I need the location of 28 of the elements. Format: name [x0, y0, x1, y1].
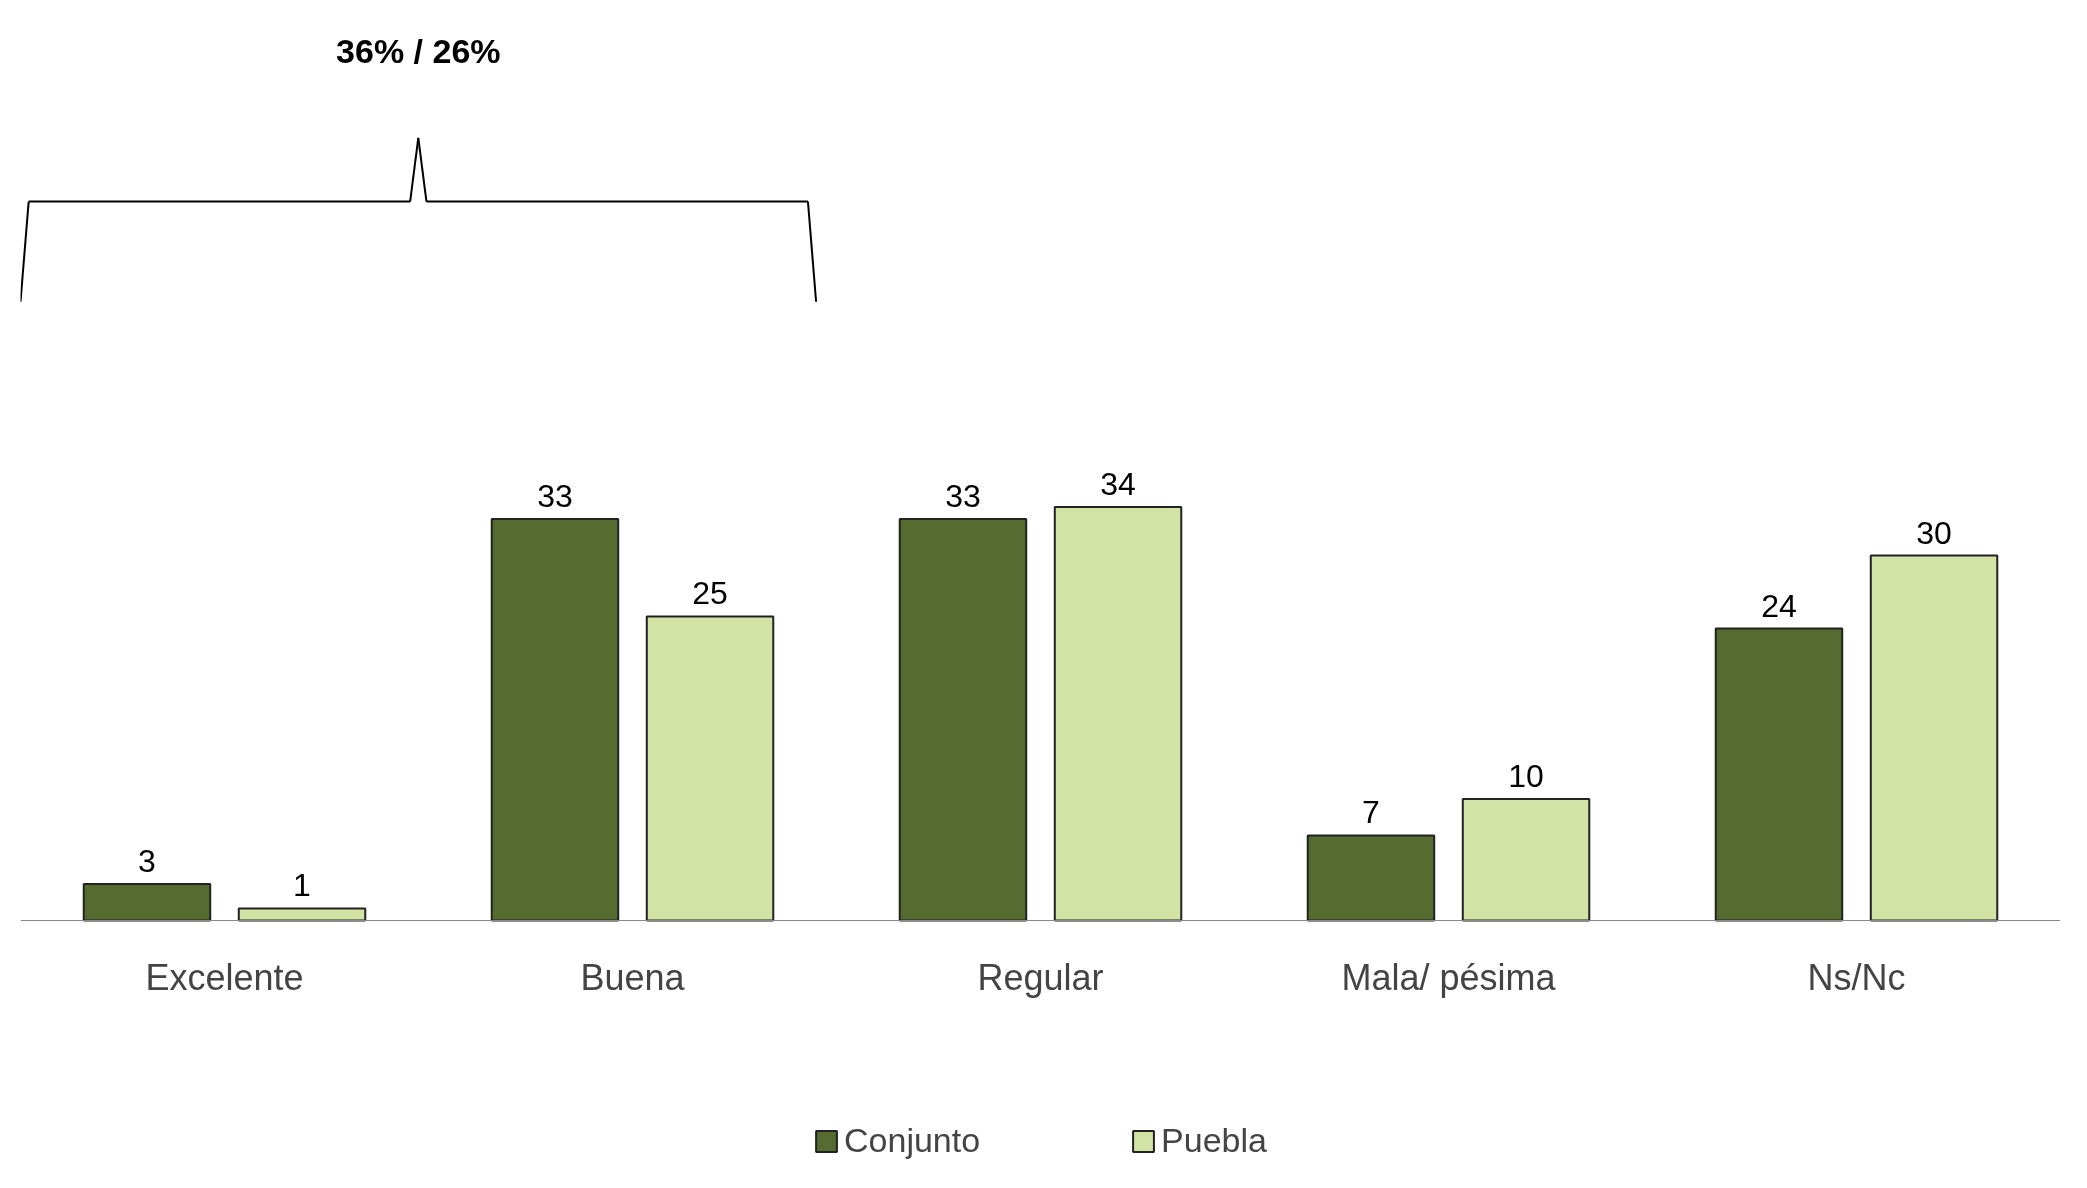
data-label: 7 — [1362, 794, 1380, 831]
bar — [645, 615, 775, 922]
bar — [898, 518, 1028, 922]
bar — [1461, 797, 1591, 922]
bar — [237, 907, 367, 922]
bar — [1869, 554, 1999, 922]
data-label: 1 — [293, 867, 311, 904]
data-label: 30 — [1916, 514, 1952, 551]
bar — [1306, 834, 1436, 922]
text: 36% / 26% — [336, 32, 501, 71]
legend-label: Conjunto — [844, 1121, 981, 1160]
data-label: 33 — [945, 478, 981, 515]
legend-label: Puebla — [1161, 1121, 1267, 1160]
bar — [1053, 505, 1183, 922]
bar — [490, 518, 620, 922]
data-label: 24 — [1761, 587, 1797, 624]
bar — [1714, 627, 1844, 922]
x-tick-label: Excelente — [145, 956, 304, 998]
x-tick-label: Mala/ pésima — [1341, 956, 1557, 998]
x-tick-label: Regular — [977, 956, 1104, 998]
x-tick-label: Ns/Nc — [1807, 956, 1906, 998]
x-tick-label: Buena — [580, 956, 686, 998]
data-label: 3 — [138, 843, 156, 880]
data-label: 25 — [692, 575, 728, 612]
data-label: 33 — [537, 478, 573, 515]
bar — [82, 883, 212, 922]
data-label: 34 — [1100, 465, 1136, 502]
data-label: 10 — [1508, 757, 1544, 794]
